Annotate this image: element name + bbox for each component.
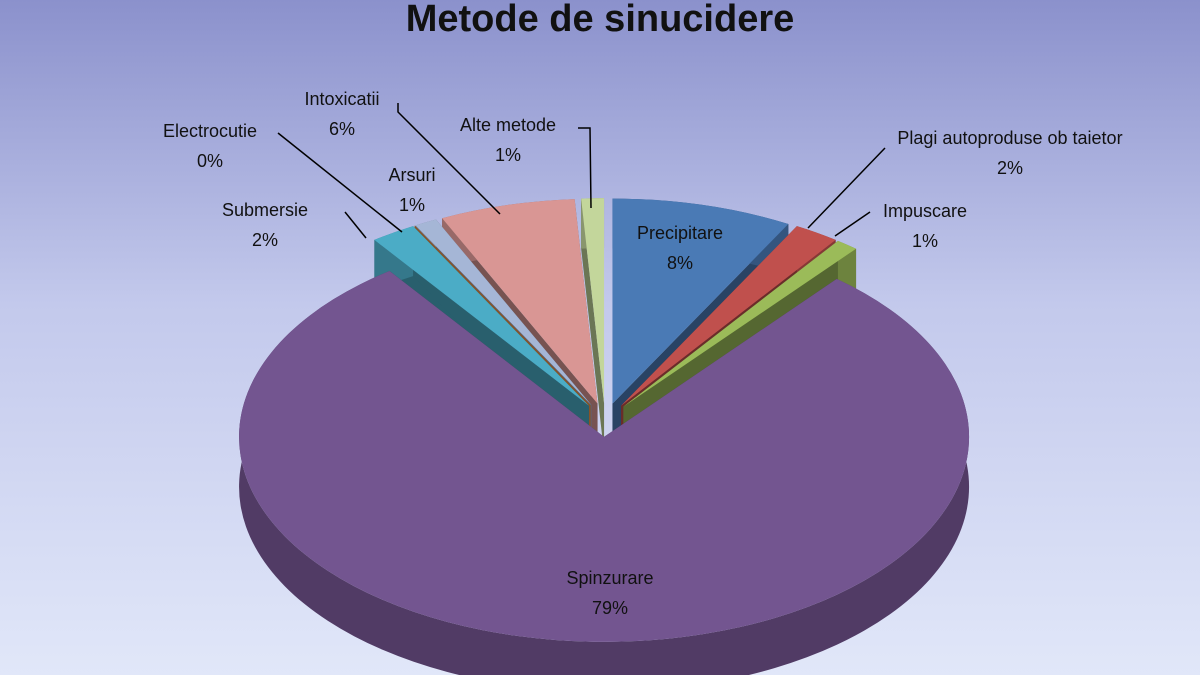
category-label: Plagi autoproduse ob taietor [897, 128, 1123, 148]
data-label: Intoxicatii 6% [304, 84, 379, 144]
slice-top [621, 226, 836, 406]
leader-line [277, 132, 403, 233]
leader-line [578, 127, 592, 209]
category-label: Arsuri [388, 165, 436, 185]
data-label: Arsuri 1% [388, 160, 435, 220]
data-label: Electrocutie 0% [163, 116, 257, 176]
value-label: 79% [591, 598, 629, 618]
chart-title: Metode de sinucidere [405, 0, 795, 40]
category-label: Intoxicatii [304, 89, 380, 109]
value-label: 8% [666, 253, 694, 273]
pie-slice [239, 270, 970, 675]
data-label: Spinzurare 79% [566, 563, 653, 623]
leader-line [344, 211, 367, 239]
category-label: Electrocutie [162, 121, 258, 141]
slice-top [414, 225, 591, 406]
data-label: Precipitare 8% [637, 218, 723, 278]
leader-line [834, 211, 871, 237]
pie-slice [581, 198, 605, 454]
slice-wall [581, 198, 605, 454]
slice-top [612, 198, 789, 404]
data-label: Submersie 2% [222, 195, 308, 255]
value-label: 2% [996, 158, 1023, 178]
slice-top [374, 226, 589, 406]
category-label: Precipitare [636, 223, 724, 243]
category-label: Submersie [221, 200, 309, 220]
slice-top [623, 240, 857, 407]
value-label: 0% [196, 151, 224, 171]
value-label: 2% [251, 230, 279, 250]
data-label: Impuscare 1% [883, 196, 967, 256]
data-label: Alte metode 1% [460, 110, 556, 170]
value-label: 1% [494, 145, 521, 165]
slice-top [415, 219, 592, 405]
category-label: Spinzurare [566, 568, 654, 588]
leader-line [397, 103, 501, 215]
slice-top [581, 198, 605, 404]
data-label: Plagi autoproduse ob taietor 2% [890, 123, 1130, 183]
value-label: 1% [911, 231, 939, 251]
slice-top [442, 199, 598, 404]
value-label: 1% [398, 195, 426, 215]
slice-top [239, 270, 970, 642]
category-label: Impuscare [882, 201, 968, 221]
leader-line [807, 147, 886, 229]
value-label: 6% [328, 119, 356, 139]
category-label: Alte metode [459, 115, 557, 135]
